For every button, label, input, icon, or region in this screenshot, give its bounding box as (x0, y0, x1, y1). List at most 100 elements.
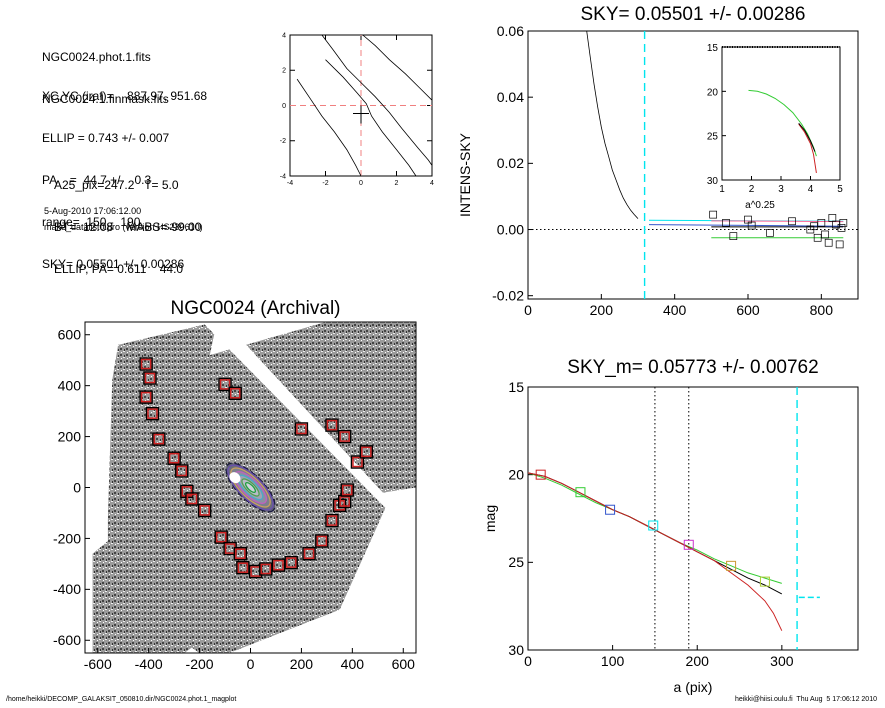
sky-box-outer-6 (175, 464, 189, 478)
sky-square-12 (824, 238, 833, 247)
image-xtick-label-0: -600 (84, 656, 112, 672)
mag-ytick-label-1: 20 (508, 467, 524, 483)
inset-xtick-label-4: 5 (837, 184, 843, 195)
sky-box-inner-15 (260, 563, 272, 575)
image-ytick-label-6: 600 (58, 327, 82, 343)
fit-params: XC,YC (iraf)= 887.97, 951.68 ELLIP = 0.7… (42, 61, 207, 299)
sky-box-inner-16 (273, 559, 284, 571)
sky-box-inner-23 (342, 484, 353, 496)
sky-box-inner-3 (147, 408, 158, 419)
mag-xlabel: a (pix) (674, 679, 713, 695)
contour-xtick-label-0: -4 (287, 180, 293, 187)
image-ytick-label-4: 200 (58, 428, 82, 444)
contour-line-0 (321, 34, 433, 166)
sky-square-13 (832, 220, 840, 229)
mag-square-0 (535, 469, 546, 480)
mag-xtick-label-1: 100 (601, 653, 625, 669)
mag-square-2 (605, 504, 616, 515)
program-version: make_datalist0.pro (version HS230610) (44, 222, 203, 232)
sky-box-outer-23 (340, 483, 354, 497)
contour-ytick-label-4: 4 (282, 32, 286, 39)
sky-frame (527, 30, 859, 300)
footer-user: heikki@hiisi.oulu.fi Thu Aug 5 17:06:12 … (734, 696, 877, 703)
sky-box-inner-17 (285, 557, 297, 568)
mag-square-3 (648, 520, 659, 531)
inset-ytick-label-0: 15 (707, 43, 719, 54)
mag-ytick-label-2: 25 (508, 554, 524, 570)
sky-box-outer-15 (259, 562, 273, 576)
sky-box-inner-2 (140, 391, 152, 403)
inset-ytick-label-3: 30 (707, 176, 719, 187)
sky-box-outer-5 (167, 451, 181, 465)
param-bt: BT= 12.08 MABS=-99.00 (54, 220, 202, 234)
sky-box-outer-25 (359, 445, 374, 459)
sky-box-outer-13 (236, 561, 250, 575)
inset-series-2 (798, 122, 816, 152)
file-names: NGC0024.phot.1.fits NGC0024.1.finmask.fi… (42, 22, 169, 134)
image-field (85, 322, 416, 653)
sky-box-inner-8 (186, 493, 198, 505)
sky-ytick-label-1: 0.00 (497, 221, 524, 237)
param-sky: SKY= 0.05501 +/- 0.00286 (42, 257, 185, 271)
image-title: NGC0024 (Archival) (171, 298, 341, 319)
sky-box-outer-16 (271, 558, 286, 572)
sky-box-inner-20 (326, 515, 338, 526)
inset-frame (721, 46, 841, 181)
sky-box-inner-22 (339, 496, 350, 507)
inset-xtick-label-3: 4 (808, 184, 814, 195)
contour-xtick-label-3: 2 (395, 180, 399, 187)
sky-box-inner-27 (326, 419, 338, 431)
inset-ytick-label-1: 20 (707, 87, 719, 98)
mag-xtick-label-2: 200 (686, 653, 710, 669)
sky-xtick-label-2: 400 (663, 302, 687, 318)
mag-frame (527, 386, 859, 651)
sky-box-inner-26 (339, 431, 350, 442)
mag-square-4 (683, 539, 694, 550)
sky-box-outer-12 (233, 547, 248, 561)
file-line-2: NGC0024.1.finmask.fits (42, 92, 169, 106)
image-ytick-label-0: -600 (53, 632, 81, 648)
mag-xtick-label-0: 0 (524, 653, 532, 669)
sky-ylabel: INTENS-SKY (457, 132, 473, 217)
contour-line-3 (325, 59, 417, 177)
inset-xtick-label-0: 1 (719, 184, 725, 195)
sky-box-outer-0 (139, 357, 153, 371)
galaxy-star-mask (229, 472, 241, 484)
param-ellip-pa: ELLIP, PA= 0.611 44.0 (54, 262, 184, 276)
param-ellip: ELLIP = 0.743 +/- 0.007 (42, 131, 170, 145)
sky-level-line-1 (711, 220, 844, 223)
contour-xtick-label-1: -2 (322, 180, 328, 187)
param-range: range= 150.- 190. (42, 215, 144, 229)
sky-box-outer-19 (315, 534, 329, 548)
sky-box-outer-24 (350, 455, 365, 469)
image-strip-sw (92, 502, 231, 653)
galaxy-isophote-6 (244, 482, 257, 493)
sky-square-14 (813, 233, 822, 242)
sky-box-inner-1 (144, 372, 156, 384)
image-xtick-label-5: 400 (341, 656, 365, 672)
sky-box-outer-3 (145, 406, 160, 421)
image-ytick-label-3: 0 (73, 479, 81, 495)
sky-xtick-label-3: 600 (736, 302, 760, 318)
sky-title: SKY= 0.05501 +/- 0.00286 (580, 4, 805, 25)
mag-ytick-label-3: 30 (508, 642, 524, 658)
catalog-params: A25_pix=247.2 T= 5.0 BT= 12.08 MABS=-99.… (54, 150, 201, 304)
sky-box-inner-4 (153, 433, 165, 445)
sky-ytick-label-4: 0.06 (497, 23, 524, 39)
sky-square-4 (788, 217, 796, 226)
sky-box-outer-9 (197, 503, 212, 518)
sky-square-16 (747, 221, 756, 230)
contour-ytick-label-0: -4 (280, 173, 286, 180)
inset-xtick-label-2: 3 (778, 184, 784, 195)
sky-box-inner-19 (316, 535, 328, 547)
sky-box-outer-28 (294, 422, 309, 436)
galaxy-group (225, 462, 276, 513)
contour-ytick-label-2: 0 (282, 103, 286, 110)
sky-box-outer-2 (139, 390, 153, 404)
sky-profile-line (586, 30, 639, 219)
sky-box-outer-18 (302, 547, 316, 561)
sky-ytick-label-3: 0.04 (497, 89, 524, 105)
sky-xtick-label-0: 0 (524, 302, 532, 318)
